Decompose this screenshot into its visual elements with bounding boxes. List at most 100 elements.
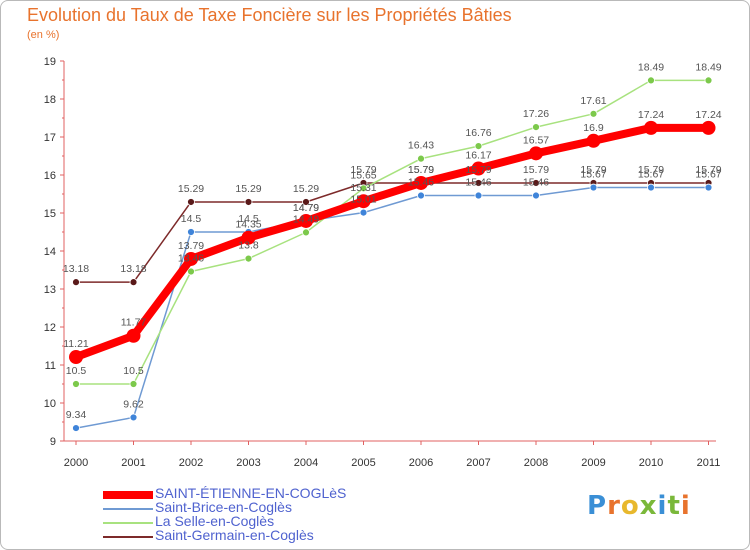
legend-label: Saint-Germain-en-Coglès (155, 527, 314, 543)
logo-letter: o (620, 491, 640, 521)
data-point (586, 133, 601, 148)
x-tick-label: 2004 (294, 457, 318, 469)
data-point (644, 120, 658, 135)
data-point (129, 380, 138, 388)
x-tick-label: 2002 (179, 457, 203, 469)
data-point (532, 179, 540, 187)
data-point (532, 123, 540, 132)
data-point (126, 328, 141, 343)
data-point (474, 191, 483, 200)
data-label: 15.79 (695, 164, 721, 176)
data-point (417, 154, 425, 163)
data-label: 17.26 (523, 108, 549, 120)
data-label: 10.5 (66, 365, 87, 377)
data-label: 15.29 (235, 183, 261, 195)
data-point (184, 251, 198, 266)
x-tick-label: 2009 (581, 457, 605, 469)
data-point (359, 184, 368, 193)
data-label: 15.79 (523, 164, 549, 176)
x-tick-label: 2000 (64, 457, 88, 469)
legend-label: La Selle-en-Coglès (155, 513, 275, 529)
data-label: 10.5 (123, 365, 144, 377)
logo-letter: P (587, 491, 608, 521)
data-point (417, 191, 425, 200)
data-label: 11.77 (121, 317, 147, 329)
data-point (302, 198, 310, 206)
data-label: 14.79 (293, 202, 319, 214)
logo-letter: i (680, 491, 691, 521)
data-label: 13.46 (178, 253, 204, 265)
data-point (529, 146, 543, 161)
data-label: 13.18 (120, 263, 146, 275)
data-label: 13.18 (63, 263, 89, 275)
series-line-2 (75, 79, 710, 385)
y-tick-label: 14 (44, 246, 56, 258)
series-line-3 (75, 182, 710, 283)
data-label: 14.49 (293, 213, 319, 225)
data-point (532, 191, 540, 200)
logo-letter: t (667, 491, 681, 521)
data-label: 13.79 (178, 240, 204, 252)
data-point (187, 228, 195, 236)
legend-swatch (103, 508, 153, 510)
x-tick-label: 2010 (639, 457, 663, 469)
data-point (701, 120, 716, 135)
data-point (187, 267, 195, 276)
unit-label: (en %) (27, 29, 60, 41)
legend-swatch (103, 536, 153, 538)
data-point (356, 194, 371, 209)
data-point (244, 198, 253, 206)
data-label: 17.24 (695, 109, 721, 121)
x-tick-label: 2007 (466, 457, 490, 469)
legend-swatch (103, 522, 153, 524)
data-point (244, 254, 253, 263)
data-point (187, 198, 195, 206)
data-label: 15.46 (523, 177, 549, 189)
logo-letter: i (657, 491, 668, 521)
logo-letter: r (607, 491, 621, 521)
series-line-1 (75, 186, 710, 429)
data-label: 15.79 (638, 164, 664, 176)
data-point (471, 161, 486, 176)
data-label: 14.5 (181, 213, 202, 225)
y-tick-label: 10 (44, 398, 56, 410)
x-tick-label: 2003 (236, 457, 260, 469)
data-point (299, 213, 313, 228)
data-label: 9.62 (123, 398, 144, 410)
data-label: 14.5 (238, 213, 259, 225)
data-label: 11.21 (63, 338, 89, 350)
y-tick-label: 15 (44, 208, 56, 220)
data-point (129, 413, 138, 422)
data-point (589, 183, 598, 192)
data-label: 15.01 (350, 194, 376, 206)
data-label: 16.57 (523, 134, 549, 146)
data-point (72, 278, 80, 287)
data-label: 15.79 (408, 164, 434, 176)
data-point (704, 183, 713, 192)
x-tick-label: 2001 (121, 457, 145, 469)
data-point (69, 350, 83, 365)
data-point (647, 183, 655, 192)
data-point (302, 228, 310, 237)
data-label: 17.24 (638, 109, 664, 121)
x-tick-label: 2005 (351, 457, 375, 469)
data-point (414, 175, 428, 190)
data-label: 9.34 (66, 409, 87, 421)
data-point (72, 380, 80, 388)
data-point (241, 230, 256, 245)
data-label: 14.79 (293, 202, 319, 214)
logo-letter: x (639, 491, 658, 521)
y-tick-label: 17 (44, 132, 56, 144)
data-label: 13.8 (238, 240, 259, 252)
data-label: 15.79 (580, 164, 606, 176)
data-label: 15.46 (465, 177, 491, 189)
data-point (72, 424, 80, 432)
y-tick-label: 19 (44, 56, 56, 68)
data-label: 16.76 (465, 127, 491, 139)
legend-swatch (103, 491, 153, 499)
data-label: 15.79 (408, 164, 434, 176)
y-tick-label: 16 (44, 170, 56, 182)
data-label: 14.35 (235, 219, 261, 231)
data-label: 15.67 (638, 169, 664, 181)
